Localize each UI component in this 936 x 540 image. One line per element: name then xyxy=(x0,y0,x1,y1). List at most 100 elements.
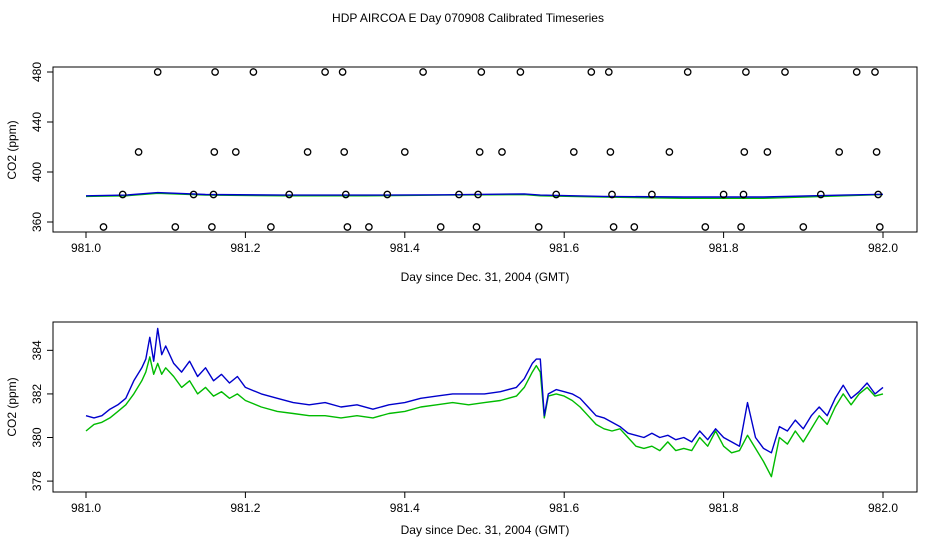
scatter-point xyxy=(419,68,427,76)
bottom-x-axis-label: Day since Dec. 31, 2004 (GMT) xyxy=(401,523,570,537)
scatter-point xyxy=(742,68,750,76)
scatter-point xyxy=(249,68,258,76)
top-plot-layer xyxy=(85,68,884,231)
scatter-point xyxy=(816,190,825,199)
y-tick-label: 400 xyxy=(30,162,44,182)
scatter-point xyxy=(552,190,561,199)
scatter-point xyxy=(475,148,484,156)
scatter-point xyxy=(569,148,578,156)
y-tick-label: 360 xyxy=(30,212,44,232)
scatter-point xyxy=(474,190,482,199)
x-tick-label: 981.2 xyxy=(230,501,260,515)
scatter-point xyxy=(719,190,728,199)
scatter-point xyxy=(472,223,481,231)
scatter-point xyxy=(455,190,463,199)
scatter-point xyxy=(231,148,240,156)
top-y-axis: 360 400 440 480 xyxy=(30,62,53,232)
scatter-point xyxy=(648,190,656,199)
scatter-point xyxy=(608,190,616,199)
scatter-point xyxy=(208,223,216,231)
scatter-point xyxy=(835,148,844,156)
scatter-point xyxy=(683,68,692,76)
scatter-point xyxy=(701,223,710,231)
y-tick-label: 378 xyxy=(30,471,44,491)
scatter-point xyxy=(739,190,748,199)
top-y-axis-label: CO2 (ppm) xyxy=(5,120,19,179)
scatter-point xyxy=(341,190,350,199)
scatter-point xyxy=(740,148,749,156)
bottom-line-panel: 981.0 981.2 981.4 981.6 981.8 982.0 378 380 382… xyxy=(5,321,918,537)
bottom-y-axis: 378 380 382 384 xyxy=(30,340,53,491)
top-scatter-panel: 981.0 981.2 981.4 981.6 981.8 982.0 360 400 440… xyxy=(5,62,918,284)
bottom-plot-frame xyxy=(52,321,918,493)
x-tick-label: 981.2 xyxy=(230,241,260,255)
x-tick-label: 981.8 xyxy=(709,501,739,515)
scatter-point xyxy=(516,68,525,76)
x-tick-label: 981.6 xyxy=(549,501,579,515)
chart-title: HDP AIRCOA E Day 070908 Calibrated Times… xyxy=(332,11,604,25)
x-tick-label: 981.8 xyxy=(709,241,739,255)
series-line-blue xyxy=(85,327,884,454)
scatter-point xyxy=(211,68,219,76)
scatter-point xyxy=(871,68,879,76)
y-tick-label: 384 xyxy=(30,340,44,360)
scatter-point xyxy=(118,190,127,199)
scatter-point xyxy=(343,223,352,231)
scatter-point xyxy=(209,190,218,199)
scatter-point xyxy=(665,148,674,156)
scatter-point xyxy=(285,190,294,199)
x-tick-label: 981.4 xyxy=(390,241,420,255)
x-tick-label: 981.0 xyxy=(71,241,101,255)
scatter-point xyxy=(872,148,881,156)
scatter-point xyxy=(267,223,275,231)
top-x-axis-label: Day since Dec. 31, 2004 (GMT) xyxy=(401,270,570,284)
scatter-point xyxy=(477,68,486,76)
scatter-point xyxy=(436,223,445,231)
series-line-blue xyxy=(85,191,884,198)
scatter-point xyxy=(630,223,639,231)
scatter-point xyxy=(498,148,506,156)
scatter-point xyxy=(604,68,613,76)
scatter-point xyxy=(875,223,884,231)
scatter-point xyxy=(606,148,615,156)
series-line-green xyxy=(85,356,884,478)
y-tick-label: 380 xyxy=(30,427,44,447)
scatter-point xyxy=(587,68,596,76)
scatter-point xyxy=(321,68,329,76)
scatter-point xyxy=(153,68,162,76)
x-tick-label: 982.0 xyxy=(868,241,898,255)
scatter-point xyxy=(781,68,789,76)
bottom-plot-layer xyxy=(85,327,884,478)
y-tick-label: 480 xyxy=(30,62,44,82)
scatter-point xyxy=(365,223,373,231)
scatter-point xyxy=(134,148,143,156)
scatter-point xyxy=(171,223,180,231)
x-tick-label: 981.0 xyxy=(71,501,101,515)
scatter-point xyxy=(99,223,108,231)
scatter-point xyxy=(400,148,409,156)
scatter-point xyxy=(763,148,772,156)
scatter-point xyxy=(874,190,883,199)
scatter-point xyxy=(383,190,392,199)
scatter-point xyxy=(210,148,219,156)
scatter-point xyxy=(303,148,312,156)
scatter-point xyxy=(609,223,618,231)
y-tick-label: 440 xyxy=(30,112,44,132)
bottom-x-axis: 981.0 981.2 981.4 981.6 981.8 982.0 xyxy=(71,492,898,515)
scatter-point xyxy=(799,223,808,231)
scatter-point xyxy=(338,68,347,76)
scatter-point xyxy=(737,223,745,231)
scatter-point xyxy=(852,68,861,76)
scatter-point xyxy=(534,223,543,231)
scatter-point xyxy=(189,190,198,199)
scatter-point xyxy=(340,148,349,156)
bottom-y-axis-label: CO2 (ppm) xyxy=(5,377,19,436)
top-plot-frame xyxy=(52,66,918,233)
x-tick-label: 981.4 xyxy=(390,501,420,515)
x-tick-label: 981.6 xyxy=(549,241,579,255)
y-tick-label: 382 xyxy=(30,384,44,404)
top-x-axis: 981.0 981.2 981.4 981.6 981.8 982.0 xyxy=(71,232,898,255)
x-tick-label: 982.0 xyxy=(868,501,898,515)
